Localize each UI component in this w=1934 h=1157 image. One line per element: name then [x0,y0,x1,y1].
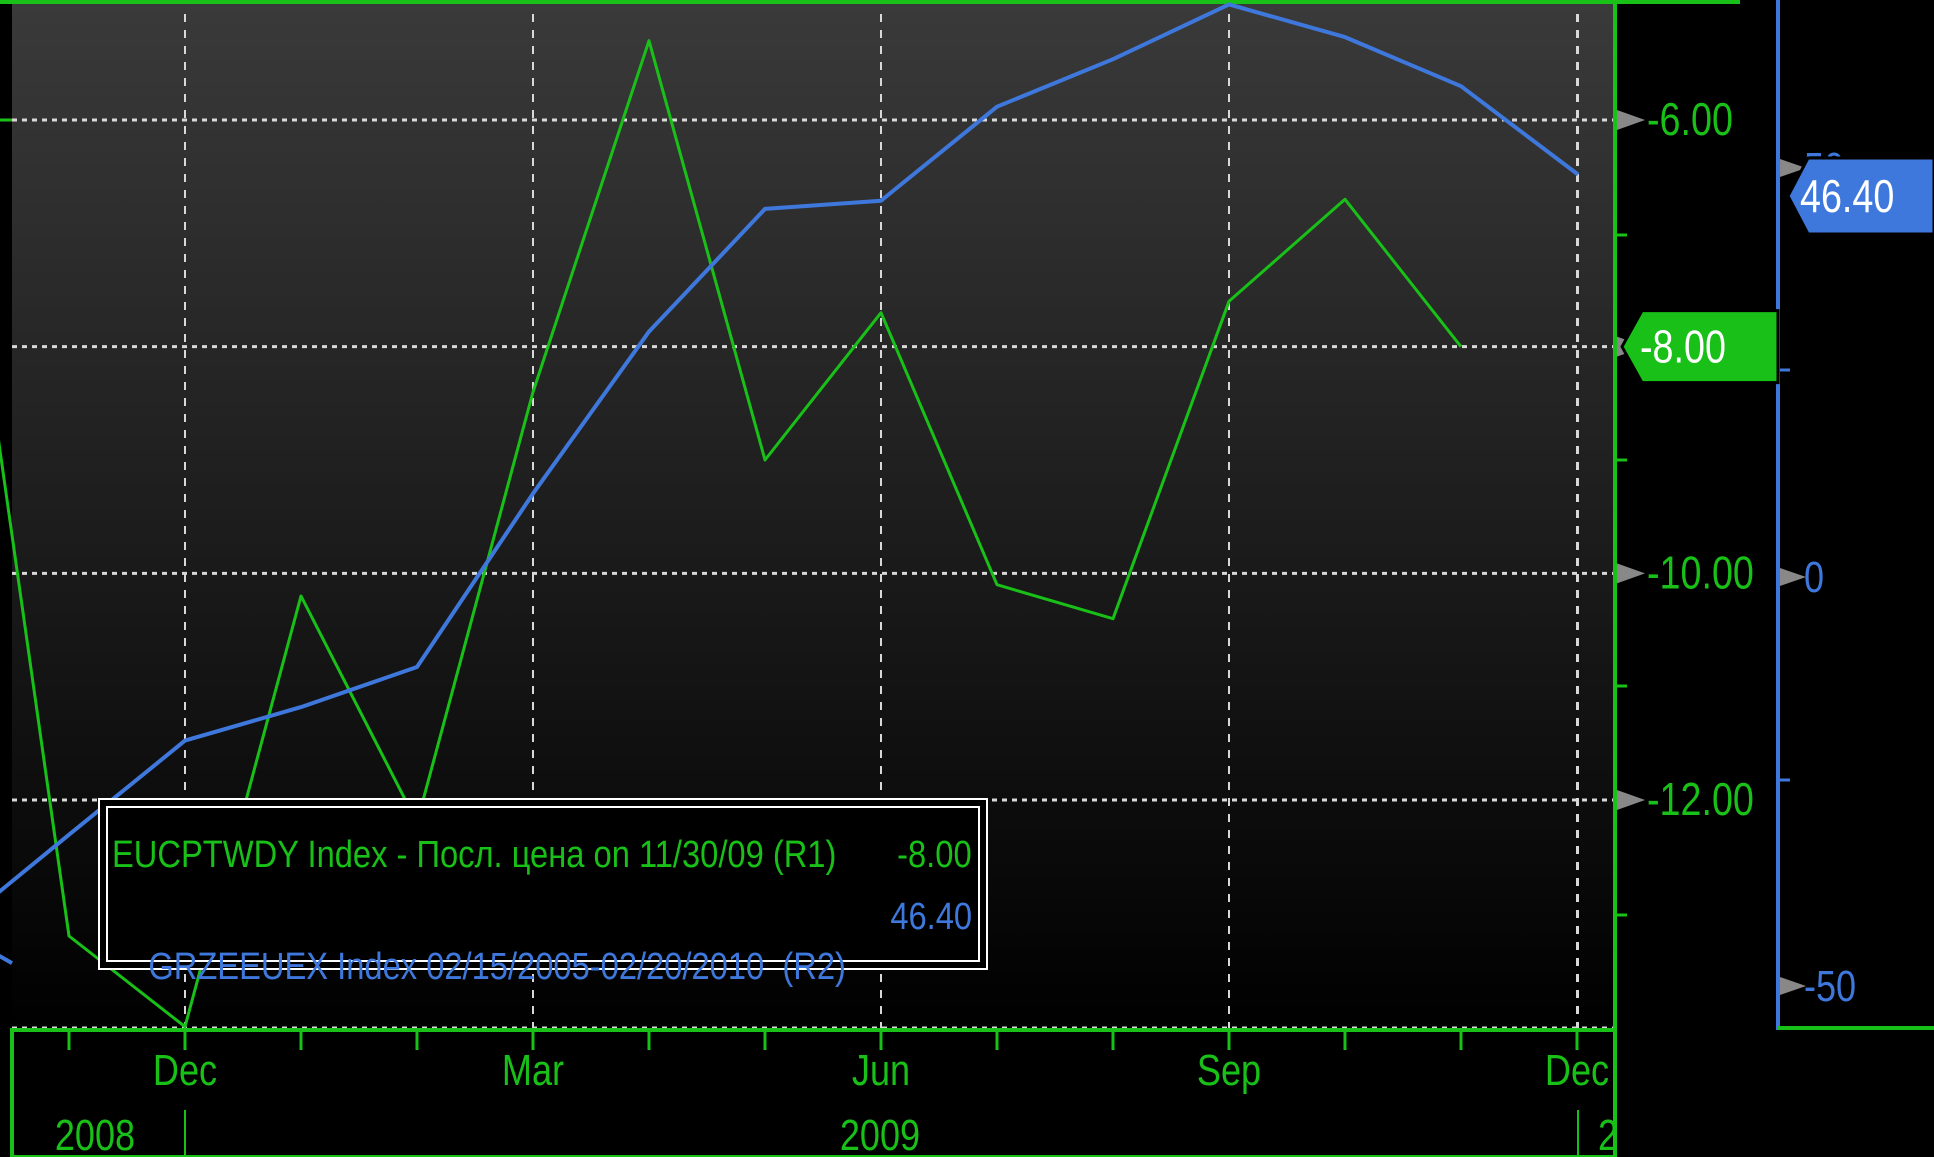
legend-label-grzeeuex: GRZEEUEX Index 02/15/2005-02/20/2010 (R2… [148,946,846,988]
value-label-r1-box [1620,309,1780,385]
legend-row-eucptwdy: EUCPTWDY Index - Посл. цена on 11/30/09 … [112,830,857,880]
axis-r2-tick-label: -50 [1804,962,1856,1011]
x-axis-month-label: Dec [1545,1046,1609,1095]
x-axis-year-label: 2009 [840,1111,920,1157]
axis-r1-tick-label: -10.00 [1647,547,1754,598]
value-label-r2: 46.40 [1800,170,1894,221]
axis-r1-tick-label: -6.00 [1647,93,1733,144]
axis-r1-marker-3 [1617,790,1645,810]
legend-value-eucptwdy: -8.00 [897,834,972,876]
axis-r1-marker-2 [1617,563,1645,584]
legend-value-grzeeuex: 46.40 [890,896,972,938]
x-axis-year-label: 2008 [55,1111,135,1157]
axis-r2-marker-1 [1780,977,1806,995]
legend-row-grzeeuex: GRZEEUEX Index 02/15/2005-02/20/2010 (R2… [112,892,857,988]
value-label-r2-box [1786,156,1934,236]
axis-r2-marker-0 [1780,568,1806,586]
legend-label-eucptwdy: EUCPTWDY Index - Посл. цена on 11/30/09 … [112,834,837,876]
legend: EUCPTWDY Index - Посл. цена on 11/30/09 … [98,798,988,988]
axis-r1-marker-0 [1617,110,1645,130]
value-label-r1: -8.00 [1640,321,1726,372]
series-line-grzeeuex [0,2,1580,965]
x-axis-month-label: Dec [153,1046,217,1095]
axis-r2-marker-partial [1780,159,1806,177]
x-axis-month-label: Sep [1197,1046,1261,1095]
x-axis-year-label: 2 [1598,1111,1618,1157]
axis-r1-tick-label: -12.00 [1647,773,1754,824]
x-axis-month-label: Mar [502,1046,564,1095]
x-axis-panel [10,1028,1617,1157]
axis-r2-tick-label: 0 [1804,553,1824,602]
x-axis-month-label: Jun [852,1046,910,1095]
